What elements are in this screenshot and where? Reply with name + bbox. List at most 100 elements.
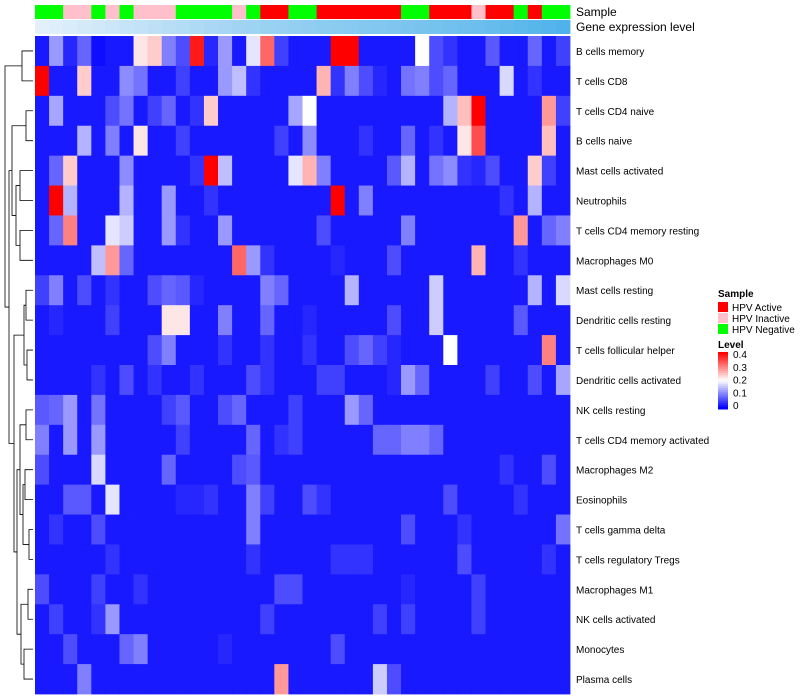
heatmap-cell: [541, 65, 557, 97]
heatmap-cell: [35, 125, 50, 157]
heatmap-cell: [232, 454, 247, 486]
heatmap-cell: [147, 604, 163, 635]
heatmap-cell: [541, 454, 557, 486]
heatmap-cell: [274, 245, 289, 276]
heatmap-cell: [49, 215, 64, 246]
heatmap-cell: [189, 125, 205, 157]
heatmap-cell: [499, 424, 515, 456]
row-label: Neutrophils: [576, 197, 627, 208]
heatmap-cell: [246, 36, 261, 67]
heatmap-cell: [203, 215, 219, 246]
heatmap-cell: [77, 65, 92, 97]
heatmap-cell: [471, 95, 486, 127]
heatmap-cell: [401, 454, 416, 486]
heatmap-cell: [203, 604, 219, 635]
row-label: Plasma cells: [576, 675, 632, 686]
row-label: Macrophages M2: [576, 466, 654, 477]
heatmap-cell: [77, 484, 92, 515]
heatmap-cell: [77, 365, 92, 396]
expression-track-cell: [344, 20, 360, 34]
heatmap-cell: [260, 155, 275, 186]
heatmap-cell: [555, 185, 571, 216]
heatmap-cell: [218, 634, 233, 665]
heatmap-cell: [471, 514, 486, 545]
heatmap-cell: [35, 454, 50, 486]
dendrogram-branch: [19, 230, 33, 261]
heatmap-cell: [372, 95, 388, 127]
heatmap-cell: [133, 365, 149, 396]
heatmap-cell: [344, 454, 360, 486]
heatmap-cell: [499, 574, 515, 605]
heatmap-cell: [232, 275, 247, 306]
heatmap-cell: [147, 514, 163, 545]
heatmap-cell: [513, 245, 529, 276]
heatmap-cell: [77, 275, 92, 306]
heatmap-cell: [429, 544, 444, 575]
heatmap-cell: [316, 664, 332, 695]
heatmap-cell: [302, 454, 317, 486]
heatmap-cell: [513, 36, 529, 67]
heatmap-cell: [401, 215, 416, 246]
heatmap-cell: [218, 454, 233, 486]
heatmap-cell: [344, 65, 360, 97]
heatmap-cell: [358, 185, 374, 216]
expression-track-cell: [358, 20, 374, 34]
heatmap-cell: [260, 394, 275, 426]
heatmap-cell: [401, 394, 416, 426]
heatmap-cell: [485, 305, 501, 336]
level-legend-gradient-step: [718, 376, 728, 380]
heatmap-cell: [133, 454, 149, 486]
heatmap-cell: [527, 185, 543, 216]
heatmap-cell: [49, 125, 64, 157]
heatmap-cell: [485, 604, 501, 635]
heatmap-cell: [485, 215, 501, 246]
heatmap-cell: [302, 155, 317, 186]
heatmap-cell: [105, 305, 120, 336]
heatmap-cell: [203, 634, 219, 665]
heatmap-cell: [49, 365, 64, 396]
sample-track-cell: [555, 5, 571, 19]
heatmap-cell: [302, 484, 317, 515]
heatmap-cell: [541, 125, 557, 157]
heatmap-cell: [288, 634, 303, 665]
heatmap-cell: [189, 365, 205, 396]
heatmap-cell: [358, 664, 374, 695]
heatmap-cell: [189, 574, 205, 605]
heatmap-cell: [175, 275, 191, 306]
heatmap-cell: [330, 574, 346, 605]
expression-track-cell: [555, 20, 571, 34]
heatmap-cell: [49, 424, 64, 456]
heatmap-cell: [499, 664, 515, 695]
heatmap-cell: [133, 514, 149, 545]
expression-track-cell: [77, 20, 92, 34]
heatmap-cell: [302, 305, 317, 336]
row-label: T cells regulatory Tregs: [576, 555, 680, 566]
sample-track-cell: [35, 5, 50, 19]
heatmap-cell: [499, 185, 515, 216]
heatmap-cell: [485, 664, 501, 695]
sample-track-cell: [344, 5, 360, 19]
heatmap-cell: [49, 65, 64, 97]
heatmap-cell: [499, 604, 515, 635]
heatmap-cell: [288, 604, 303, 635]
heatmap-cell: [457, 305, 472, 336]
heatmap-cell: [372, 454, 388, 486]
heatmap-cell: [133, 65, 149, 97]
heatmap-cell: [513, 484, 529, 515]
heatmap-cell: [485, 185, 501, 216]
heatmap-cell: [63, 185, 78, 216]
dendrogram-branch: [25, 110, 33, 142]
sample-track-cell: [457, 5, 472, 19]
heatmap-cell: [260, 215, 275, 246]
heatmap-cell: [246, 215, 261, 246]
heatmap-cell: [35, 275, 50, 306]
heatmap-cell: [189, 65, 205, 97]
heatmap-cell: [119, 634, 134, 665]
level-legend-gradient-step: [718, 359, 728, 362]
heatmap-cell: [119, 454, 134, 486]
heatmap-cell: [49, 514, 64, 545]
heatmap-cell: [246, 664, 261, 695]
heatmap-cell: [485, 275, 501, 306]
heatmap-cell: [555, 574, 571, 605]
heatmap-cell: [49, 484, 64, 515]
